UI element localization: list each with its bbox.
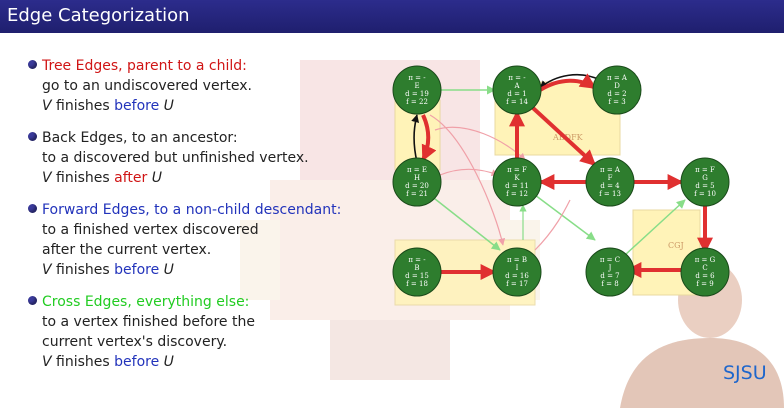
tree-edge-a-d xyxy=(538,73,597,92)
node-j: π = C J d = 7 f = 8 xyxy=(585,247,635,297)
finish-rule: V finishes before U xyxy=(42,354,174,370)
svg-text:K: K xyxy=(514,174,520,182)
svg-text:F: F xyxy=(608,174,613,182)
svg-text:d = 1: d = 1 xyxy=(507,90,526,98)
svg-text:π = -: π = - xyxy=(408,74,426,82)
bullet-detail: to a finished vertex discovered xyxy=(42,222,259,238)
svg-text:I: I xyxy=(516,264,519,272)
svg-text:π = A: π = A xyxy=(607,74,628,82)
bullet-tree-edges: Tree Edges, parent to a child: go to an … xyxy=(28,56,402,116)
forward-edge-e-i xyxy=(429,114,506,246)
bullet-icon xyxy=(28,132,37,141)
svg-text:d = 16: d = 16 xyxy=(505,272,529,280)
bullet-detail: to a vertex finished before the xyxy=(42,314,255,330)
bullet-heading: Tree Edges, parent to a child: xyxy=(42,58,247,74)
slide-title: Edge Categorization xyxy=(7,5,190,26)
svg-text:π = A: π = A xyxy=(600,166,621,174)
bullet-detail: to a discovered but unfinished vertex. xyxy=(42,150,309,166)
finish-rule: V finishes after U xyxy=(42,170,162,186)
node-k: π = F K d = 11 f = 12 xyxy=(492,157,542,207)
svg-text:π = E: π = E xyxy=(407,166,427,174)
svg-text:f = 14: f = 14 xyxy=(506,98,528,106)
svg-text:d = 4: d = 4 xyxy=(600,182,620,190)
bullet-detail: after the current vertex. xyxy=(42,242,212,258)
tree-edge-e-h xyxy=(421,114,437,162)
svg-text:f = 3: f = 3 xyxy=(608,98,625,106)
svg-text:π = B: π = B xyxy=(507,256,527,264)
svg-text:d = 11: d = 11 xyxy=(505,182,529,190)
node-d: π = A D d = 2 f = 3 xyxy=(592,65,642,115)
svg-text:f = 17: f = 17 xyxy=(506,280,528,288)
svg-text:f = 9: f = 9 xyxy=(696,280,713,288)
forward-edge-h-k xyxy=(439,168,499,177)
bullet-icon xyxy=(28,204,37,213)
bullet-detail: go to an undiscovered vertex. xyxy=(42,78,252,94)
svg-text:d = 2: d = 2 xyxy=(607,90,626,98)
svg-text:f = 8: f = 8 xyxy=(601,280,618,288)
svg-text:d = 7: d = 7 xyxy=(600,272,619,280)
svg-text:d = 20: d = 20 xyxy=(405,182,429,190)
node-f: π = A F d = 4 f = 13 xyxy=(585,157,635,207)
svg-text:π = C: π = C xyxy=(600,256,620,264)
svg-text:π = F: π = F xyxy=(695,166,715,174)
svg-text:d = 15: d = 15 xyxy=(405,272,429,280)
bullet-back-edges: Back Edges, to an ancestor: to a discove… xyxy=(28,128,402,188)
node-a: π = - A d = 1 f = 14 xyxy=(492,65,542,115)
svg-text:π = F: π = F xyxy=(507,166,527,174)
svg-text:E: E xyxy=(414,82,419,90)
svg-text:π = G: π = G xyxy=(695,256,716,264)
bullet-heading: Forward Edges, to a non-child descendant… xyxy=(42,202,342,218)
svg-text:B: B xyxy=(414,264,419,272)
bullet-forward-edges: Forward Edges, to a non-child descendant… xyxy=(28,200,402,280)
node-b: π = - B d = 15 f = 18 xyxy=(392,247,442,297)
dfs-graph-diagram: ABDFK CGJ π = - E d = 19 f = 22 π = - A … xyxy=(392,65,730,306)
svg-text:D: D xyxy=(614,82,620,90)
svg-text:f = 13: f = 13 xyxy=(599,190,621,198)
edge-j-g xyxy=(624,199,686,256)
cross-edge-h-i xyxy=(429,194,501,251)
slide-header: Edge Categorization xyxy=(0,0,784,33)
bullet-icon xyxy=(28,60,37,69)
svg-text:A: A xyxy=(513,82,520,90)
sjsu-logo: SJSU xyxy=(723,362,767,384)
svg-text:f = 10: f = 10 xyxy=(694,190,716,198)
bullet-heading: Cross Edges, everything else: xyxy=(42,294,250,310)
cross-edge-k-j xyxy=(534,194,596,241)
svg-text:f = 12: f = 12 xyxy=(506,190,528,198)
finish-rule: V finishes before U xyxy=(42,262,174,278)
svg-text:C: C xyxy=(702,264,707,272)
forward-edge-i-f xyxy=(534,199,571,251)
bullet-cross-edges: Cross Edges, everything else: to a verte… xyxy=(28,292,402,372)
tree-edge-a-f xyxy=(531,106,597,167)
svg-text:f = 22: f = 22 xyxy=(406,98,428,106)
node-i: π = B I d = 16 f = 17 xyxy=(492,247,542,297)
bullet-list: Tree Edges, parent to a child: go to an … xyxy=(28,56,402,384)
node-e: π = - E d = 19 f = 22 xyxy=(392,65,442,115)
bullet-heading: Back Edges, to an ancestor: xyxy=(42,130,238,146)
svg-text:J: J xyxy=(608,264,612,272)
svg-text:f = 21: f = 21 xyxy=(406,190,428,198)
node-c: π = G C d = 6 f = 9 xyxy=(680,247,730,297)
scc-label-cgj: CGJ xyxy=(668,241,684,250)
svg-text:π = -: π = - xyxy=(408,256,426,264)
svg-text:d = 6: d = 6 xyxy=(695,272,715,280)
node-h: π = E H d = 20 f = 21 xyxy=(392,157,442,207)
svg-text:H: H xyxy=(414,174,420,182)
svg-text:G: G xyxy=(702,174,708,182)
node-g: π = F G d = 5 f = 10 xyxy=(680,157,730,207)
bullet-icon xyxy=(28,296,37,305)
finish-rule: V finishes before U xyxy=(42,98,174,114)
svg-text:π = -: π = - xyxy=(508,74,526,82)
svg-text:d = 5: d = 5 xyxy=(695,182,714,190)
svg-text:f = 18: f = 18 xyxy=(406,280,428,288)
bullet-detail: current vertex's discovery. xyxy=(42,334,228,350)
svg-text:d = 19: d = 19 xyxy=(405,90,429,98)
